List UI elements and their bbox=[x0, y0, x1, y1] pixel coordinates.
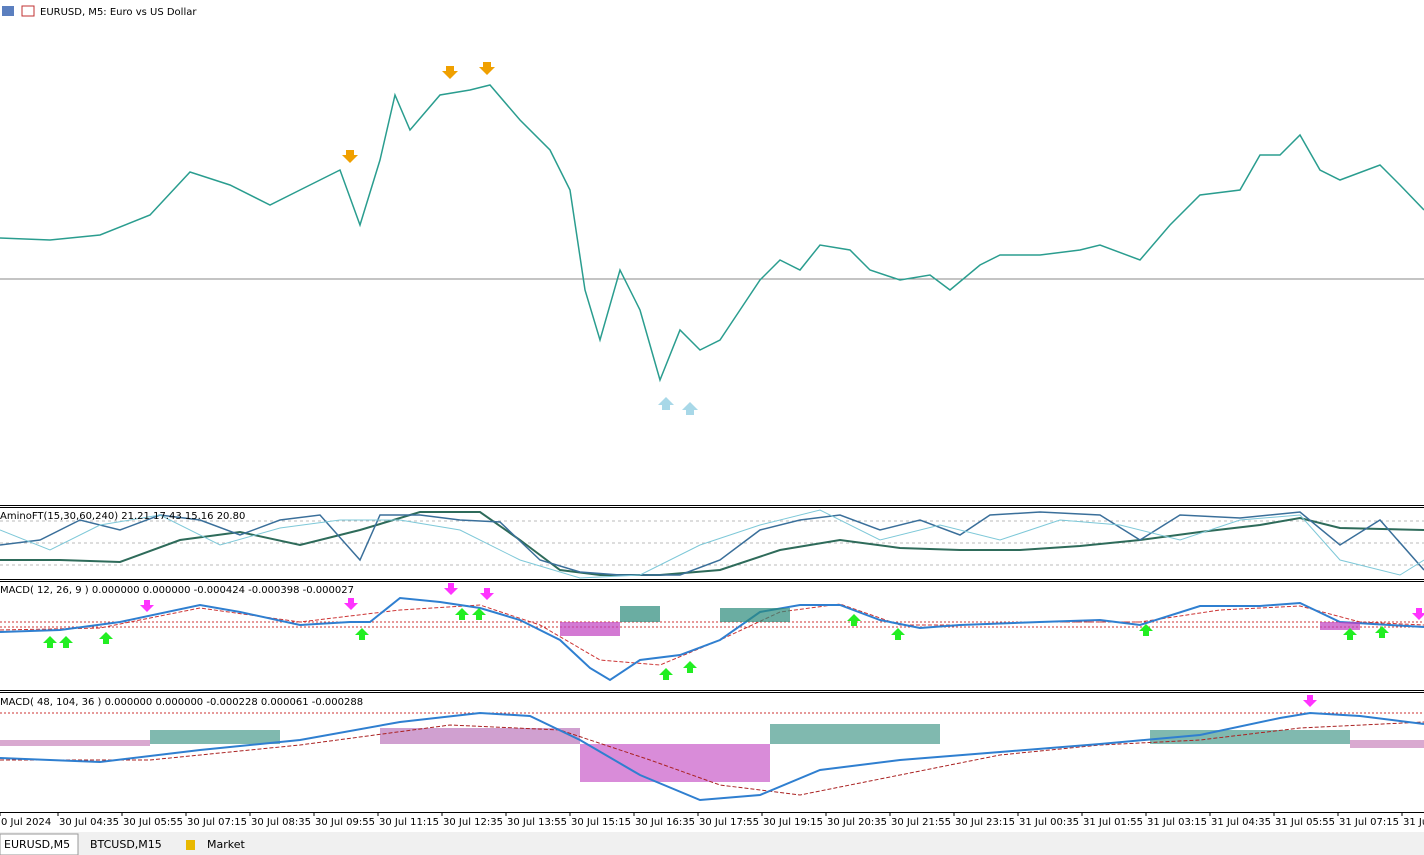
time-label: 30 Jul 20:35 bbox=[827, 817, 887, 828]
time-label: 31 Jul 05:55 bbox=[1275, 817, 1335, 828]
price-line bbox=[0, 84, 1424, 383]
time-label: 31 Jul 00:35 bbox=[1019, 817, 1079, 828]
macd-slow-panel: MACD( 48, 104, 36 ) 0.000000 0.000000 -0… bbox=[0, 695, 1424, 802]
chart-icon[interactable] bbox=[21, 5, 35, 17]
time-axis: 0 Jul 2024 30 Jul 04:35 30 Jul 05:55 30 Jul… bbox=[0, 812, 1424, 828]
time-label: 30 Jul 19:15 bbox=[763, 817, 823, 828]
panel-label: MACD( 12, 26, 9 ) 0.000000 0.000000 -0.0… bbox=[0, 585, 354, 596]
time-label: 30 Jul 04:35 bbox=[59, 817, 119, 828]
tab[interactable]: Market bbox=[207, 838, 245, 851]
lock-icon bbox=[186, 840, 195, 850]
main-chart bbox=[0, 0, 1424, 505]
tab[interactable]: BTCUSD,M15 bbox=[90, 838, 162, 851]
tab-active[interactable] bbox=[0, 833, 79, 855]
buy-arrows bbox=[658, 397, 698, 415]
time-label: 30 Jul 15:15 bbox=[571, 817, 631, 828]
time-label: 30 Jul 07:15 bbox=[187, 817, 247, 828]
time-label: 30 Jul 13:55 bbox=[507, 817, 567, 828]
time-label: 30 Jul 09:55 bbox=[315, 817, 375, 828]
chart-title: EURUSD, M5: Euro vs US Dollar bbox=[40, 7, 197, 18]
tab-bar bbox=[0, 832, 1424, 855]
time-label: 30 Jul 23:15 bbox=[955, 817, 1015, 828]
time-label: 30 Jul 21:55 bbox=[891, 817, 951, 828]
time-label: 31 Jul 01:55 bbox=[1083, 817, 1143, 828]
time-label: 30 Jul 05:55 bbox=[123, 817, 183, 828]
menu-icon[interactable] bbox=[2, 6, 14, 16]
time-label: 30 Jul 12:35 bbox=[443, 817, 503, 828]
tab[interactable]: EURUSD,M5 bbox=[4, 838, 70, 851]
panel-label: MACD( 48, 104, 36 ) 0.000000 0.000000 -0… bbox=[0, 697, 363, 708]
time-label: 30 Jul 08:35 bbox=[251, 817, 311, 828]
panel-label: AminoFT(15,30,60,240) 21.21 17.43 15.16 … bbox=[0, 511, 245, 522]
time-label: 31 Jul 04:35 bbox=[1211, 817, 1271, 828]
sell-arrows bbox=[342, 62, 495, 163]
time-label: 30 Jul 17:55 bbox=[699, 817, 759, 828]
time-label: 31 Jul 03:15 bbox=[1147, 817, 1207, 828]
time-label: 30 Jul 11:15 bbox=[379, 817, 439, 828]
time-label: 0 Jul 2024 bbox=[1, 817, 51, 828]
macd-fast-panel: MACD( 12, 26, 9 ) 0.000000 0.000000 -0.0… bbox=[0, 583, 1424, 682]
time-label: 31 Jul 07:15 bbox=[1339, 817, 1399, 828]
aminoft-panel: AminoFT(15,30,60,240) 21.21 17.43 15.16 … bbox=[0, 509, 1424, 579]
time-label: 30 Jul 16:35 bbox=[635, 817, 695, 828]
time-label: 31 Ju bbox=[1403, 817, 1424, 828]
